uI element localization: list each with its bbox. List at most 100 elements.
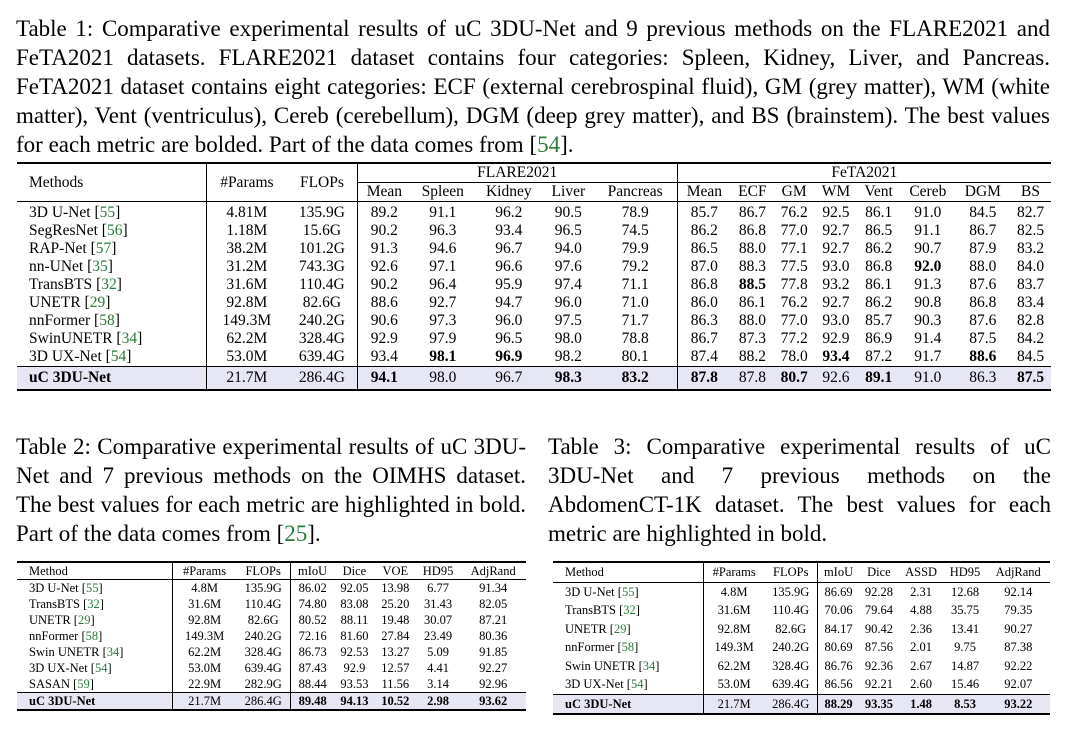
t2-cell-value: 92.9: [343, 661, 366, 675]
t2-method-ref-link[interactable]: 59: [77, 677, 90, 691]
t1-cell-value: 94.7: [495, 294, 523, 311]
t3-method-ref-link[interactable]: 29: [613, 621, 627, 636]
t1-cell-value: 93.4: [356, 348, 412, 367]
t3-cell-method: TransBTS [32]: [565, 603, 640, 617]
t1-cell-value: 85.7: [676, 201, 731, 222]
t1-method-ref-link[interactable]: 54: [110, 348, 127, 365]
t1-cell-value: 98.2: [543, 348, 594, 367]
t3-row: 3D U-Net [55] 4.8M 135.9G 86.69 92.28 2.31 12.…: [553, 582, 1050, 601]
t2-cell-value: 31.43: [423, 597, 453, 611]
t2-cell-params: 22.9M: [172, 676, 237, 693]
t1-cell-flops: 15.6G: [302, 222, 342, 239]
t1-subheader-feta-mean: Mean: [676, 182, 731, 202]
t1-subheader-row: Mean Spleen Kidney Liver Pancreas Mean ECF GM WM…: [17, 182, 1051, 202]
t1-cell-method: UNETR [29]: [29, 294, 111, 311]
caption2-ref-link[interactable]: 25: [284, 521, 308, 546]
t2-method-ref-link[interactable]: 54: [94, 661, 108, 675]
t1-cell-value: 87.8: [731, 366, 774, 391]
t3-cell-value: 35.75: [950, 603, 980, 617]
t2-method-name: uC 3DU-Net: [29, 694, 96, 708]
t2-header-row: Method #Params FLOPs mIoU Dice VOE HD95 AdjRand: [17, 561, 526, 580]
t3-method-ref-link[interactable]: 54: [630, 677, 644, 691]
t1-cell-method: uC 3DU-Net: [17, 366, 207, 391]
t2-method-ref-link[interactable]: 32: [87, 597, 100, 611]
t2-method-name: UNETR: [29, 613, 71, 627]
t1-method-name: UNETR: [29, 294, 81, 311]
t3-cell-params: 62.2M: [702, 656, 765, 675]
t2-cell-value: 87.21: [479, 613, 508, 627]
t1-method-name: 3D U-Net: [29, 204, 91, 221]
t3-cell-value: 86.56: [816, 675, 860, 695]
t3-row: nnFormer [58] 149.3M 240.2G 80.69 87.56 2.01 9…: [553, 638, 1050, 657]
t3-cell-value: 92.21: [859, 675, 899, 695]
t1-cell-method: SwinUNETR [34]: [29, 330, 143, 347]
t3-method-ref-link[interactable]: 32: [623, 603, 636, 617]
t1-cell-value: 94.6: [429, 240, 457, 257]
t1-cell-flops: 240.2G: [298, 312, 345, 329]
t1-cell-value: 80.1: [593, 348, 678, 367]
t1-cell-value: 93.4: [495, 222, 523, 239]
t1-method-ref-link[interactable]: 56: [106, 222, 123, 239]
t3-method-ref-link[interactable]: 34: [642, 658, 656, 673]
t2-header-method: Method: [17, 561, 173, 580]
t1-cell-value: 87.6: [969, 276, 997, 293]
t1-cell-value: 74.5: [621, 222, 649, 239]
t1-cell-method: nn-UNet [35]: [29, 258, 113, 275]
t1-cell-value: 71.7: [621, 312, 649, 329]
t1-cell-value: 96.5: [495, 330, 523, 347]
t3-method-ref-link[interactable]: 58: [621, 640, 635, 654]
t2-cell-flops: 282.9G: [236, 676, 291, 693]
t3-header-miou: mIoU: [816, 561, 860, 583]
t1-method-name: SwinUNETR: [29, 330, 113, 347]
t1-method-ref-link[interactable]: 35: [92, 258, 108, 275]
t2-cell-value: 12.57: [381, 661, 410, 675]
t1-method-ref-link[interactable]: 32: [101, 276, 117, 293]
t3-cell-value: 79.35: [1004, 603, 1033, 617]
t2-method-ref-link[interactable]: 29: [77, 613, 91, 627]
t1-row: nnFormer [58] 149.3M 240.2G 90.6 97.3 96.0 97.…: [17, 312, 1051, 330]
t3-method-ref-link[interactable]: 55: [621, 584, 635, 599]
t1-cell-value: 93.4: [814, 348, 858, 367]
t1-method-ref-link[interactable]: 29: [89, 294, 106, 311]
t1-method-ref-link[interactable]: 34: [121, 330, 138, 347]
t1-method-ref-link[interactable]: 58: [99, 312, 115, 329]
t1-cell-value: 82.5: [1016, 222, 1045, 239]
t2-cell-value: 72.16: [290, 628, 334, 644]
t1-method-ref-link[interactable]: 55: [99, 204, 116, 221]
t1-cell-value: 86.1: [738, 294, 766, 311]
t1-cell-value: 89.2: [356, 201, 412, 222]
t2-cell-value: 94.13: [333, 692, 375, 711]
t1-cell-params: 92.8M: [205, 294, 288, 312]
t1-subheader-flare-spleen: Spleen: [411, 182, 475, 202]
t2-cell-method: nnFormer [58]: [29, 629, 103, 643]
t1-method-name: nn-UNet: [29, 258, 84, 275]
t1-subheader-flare-pancreas: Pancreas: [593, 182, 678, 202]
caption1-ref-link[interactable]: 54: [537, 132, 561, 157]
t2-row: nnFormer [58] 149.3M 240.2G 72.16 81.60 27.84…: [17, 628, 526, 644]
t2-method-ref-link[interactable]: 55: [85, 581, 99, 595]
t2-row: SASAN [59] 22.9M 282.9G 88.44 93.53 11.56 3.14…: [17, 676, 526, 693]
t1-row: SegResNet [56] 1.18M 15.6G 90.2 96.3 93.4 96.5…: [17, 222, 1051, 240]
t2-cell-value: 91.34: [479, 581, 508, 595]
t3-cell-value: 86.76: [816, 656, 860, 675]
t2-row-ours: uC 3DU-Net 21.7M 286.4G 89.48 94.13 10.52 2.98…: [17, 692, 526, 711]
t1-cell-value: 97.1: [429, 258, 457, 275]
t3-cell-value: 2.31: [910, 584, 933, 599]
t2-method-ref-link[interactable]: 58: [85, 629, 99, 643]
t2-cell-params: 62.2M: [172, 644, 237, 660]
t1-cell-method: TransBTS [32]: [29, 276, 122, 293]
t2-cell-value: 13.98: [381, 581, 410, 595]
t2-method-ref-link[interactable]: 34: [106, 645, 120, 659]
t1-cell-value: 93.2: [822, 276, 850, 293]
t1-cell-value: 86.8: [865, 258, 893, 275]
t3-method-name: nnFormer: [565, 640, 615, 654]
t2-cell-params: 21.7M: [172, 692, 237, 711]
t2-cell-flops: 639.4G: [244, 661, 282, 675]
t1-method-ref-link[interactable]: 57: [95, 240, 112, 257]
t1-cell-value: 90.2: [356, 222, 412, 240]
t1-subheader-feta-cereb: Cereb: [900, 182, 956, 202]
t3-cell-value: 14.87: [950, 658, 980, 673]
t3-cell-value: 87.56: [864, 640, 893, 654]
t1-cell-flops: 743.3G: [298, 258, 345, 275]
t1-cell-value: 96.0: [554, 294, 582, 311]
